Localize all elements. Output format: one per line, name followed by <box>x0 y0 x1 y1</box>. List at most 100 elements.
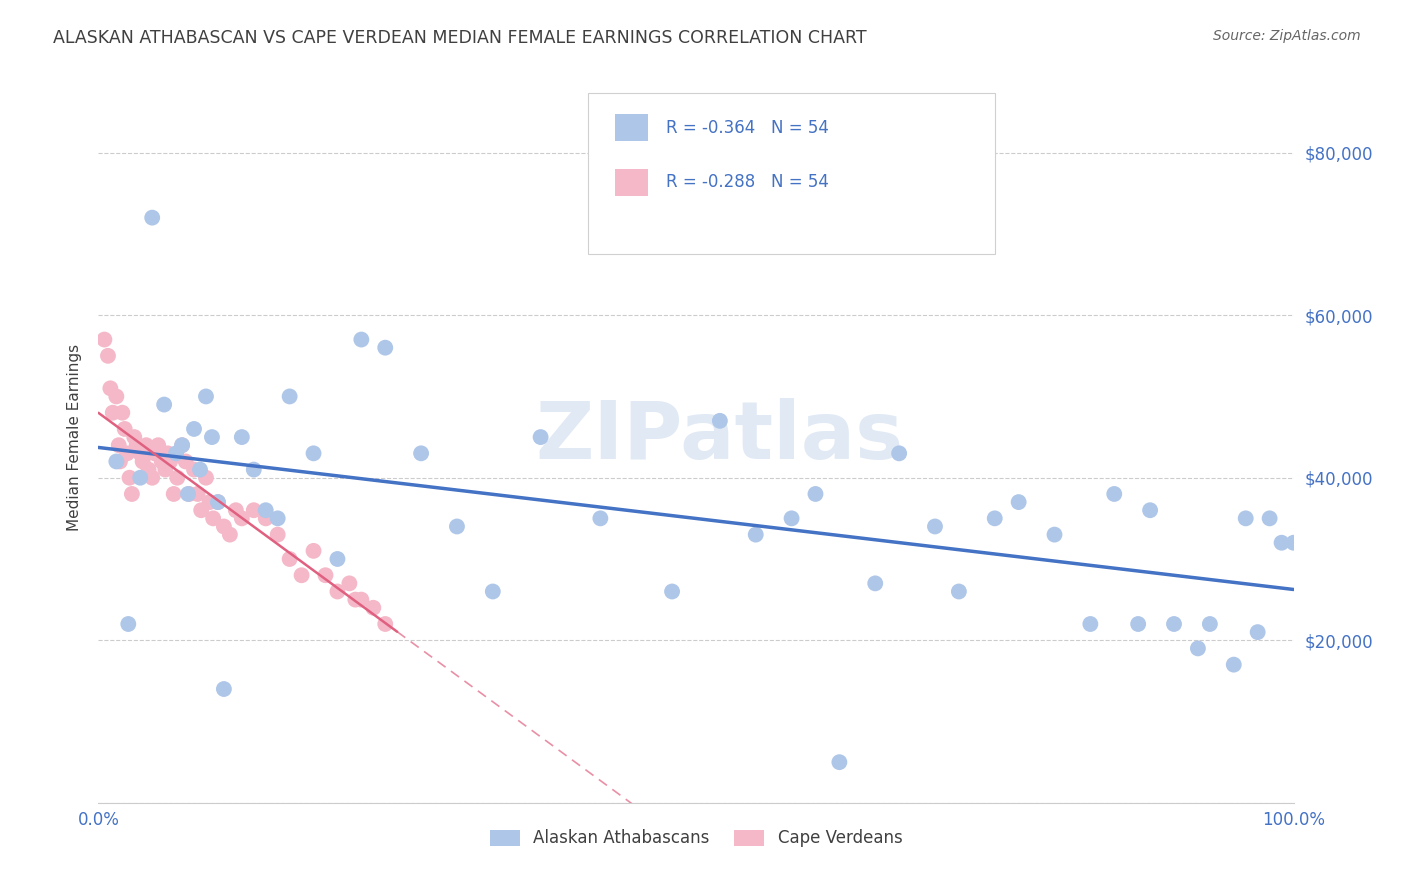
Point <box>115 446 138 460</box>
Point <box>153 398 176 412</box>
Point <box>155 462 177 476</box>
Point <box>148 438 170 452</box>
Point <box>344 592 367 607</box>
Point <box>108 454 131 468</box>
Point <box>201 430 224 444</box>
Point <box>125 438 148 452</box>
Point <box>267 511 290 525</box>
Point <box>166 471 188 485</box>
Point <box>207 495 229 509</box>
Legend: Alaskan Athabascans, Cape Verdeans: Alaskan Athabascans, Cape Verdeans <box>482 822 910 854</box>
FancyBboxPatch shape <box>614 169 648 195</box>
Point <box>1258 511 1281 525</box>
Point <box>278 389 301 403</box>
Point <box>183 462 205 476</box>
Point <box>302 544 325 558</box>
Point <box>350 333 373 347</box>
Point <box>121 487 143 501</box>
Point <box>114 422 136 436</box>
Point <box>98 381 122 395</box>
Point <box>374 341 396 355</box>
Point <box>446 519 468 533</box>
FancyBboxPatch shape <box>614 114 648 141</box>
Point <box>411 446 433 460</box>
Point <box>1104 487 1126 501</box>
Point <box>179 487 201 501</box>
Point <box>1163 617 1185 632</box>
Point <box>1223 657 1246 672</box>
Point <box>174 454 197 468</box>
Point <box>1234 511 1257 525</box>
Point <box>219 527 242 541</box>
Point <box>1187 641 1209 656</box>
Point <box>315 568 337 582</box>
Point <box>135 438 157 452</box>
Point <box>141 211 163 225</box>
Point <box>138 462 160 476</box>
Point <box>984 511 1007 525</box>
Point <box>1080 617 1102 632</box>
Point <box>195 389 218 403</box>
Point <box>709 414 731 428</box>
Point <box>254 511 277 525</box>
Point <box>254 503 277 517</box>
Point <box>129 446 152 460</box>
Point <box>143 446 166 460</box>
Point <box>163 487 186 501</box>
Point <box>231 430 253 444</box>
Point <box>924 519 946 533</box>
Point <box>131 454 153 468</box>
Point <box>363 600 385 615</box>
Point <box>159 454 181 468</box>
Point <box>141 471 163 485</box>
Point <box>172 438 194 452</box>
Point <box>183 422 205 436</box>
Text: ALASKAN ATHABASCAN VS CAPE VERDEAN MEDIAN FEMALE EARNINGS CORRELATION CHART: ALASKAN ATHABASCAN VS CAPE VERDEAN MEDIA… <box>53 29 868 46</box>
Point <box>291 568 314 582</box>
Point <box>150 454 173 468</box>
Point <box>105 389 128 403</box>
Point <box>589 511 612 525</box>
Point <box>212 681 235 696</box>
Point <box>1271 535 1294 549</box>
Text: R = -0.288   N = 54: R = -0.288 N = 54 <box>666 173 830 192</box>
Point <box>97 349 120 363</box>
Point <box>105 454 128 468</box>
Point <box>350 592 373 607</box>
Point <box>326 552 349 566</box>
Point <box>243 462 266 476</box>
Point <box>267 527 290 541</box>
Point <box>165 446 187 460</box>
Point <box>948 584 970 599</box>
Point <box>1139 503 1161 517</box>
Text: Source: ZipAtlas.com: Source: ZipAtlas.com <box>1213 29 1361 43</box>
Point <box>198 495 221 509</box>
Point <box>302 446 325 460</box>
Point <box>202 511 225 525</box>
Point <box>278 552 301 566</box>
Point <box>188 462 211 476</box>
Point <box>225 503 247 517</box>
Point <box>101 406 124 420</box>
Point <box>243 503 266 517</box>
Point <box>111 406 134 420</box>
Point <box>1282 535 1305 549</box>
Point <box>1199 617 1222 632</box>
Point <box>828 755 851 769</box>
Point <box>118 471 141 485</box>
Point <box>804 487 827 501</box>
Point <box>212 519 235 533</box>
Point <box>374 617 396 632</box>
Point <box>129 471 152 485</box>
Point <box>1247 625 1270 640</box>
Point <box>187 487 209 501</box>
Point <box>661 584 683 599</box>
Point <box>1043 527 1066 541</box>
Point <box>889 446 911 460</box>
Point <box>124 430 146 444</box>
Point <box>1008 495 1031 509</box>
Point <box>172 438 194 452</box>
Point <box>865 576 887 591</box>
Point <box>207 495 229 509</box>
Point <box>177 487 200 501</box>
